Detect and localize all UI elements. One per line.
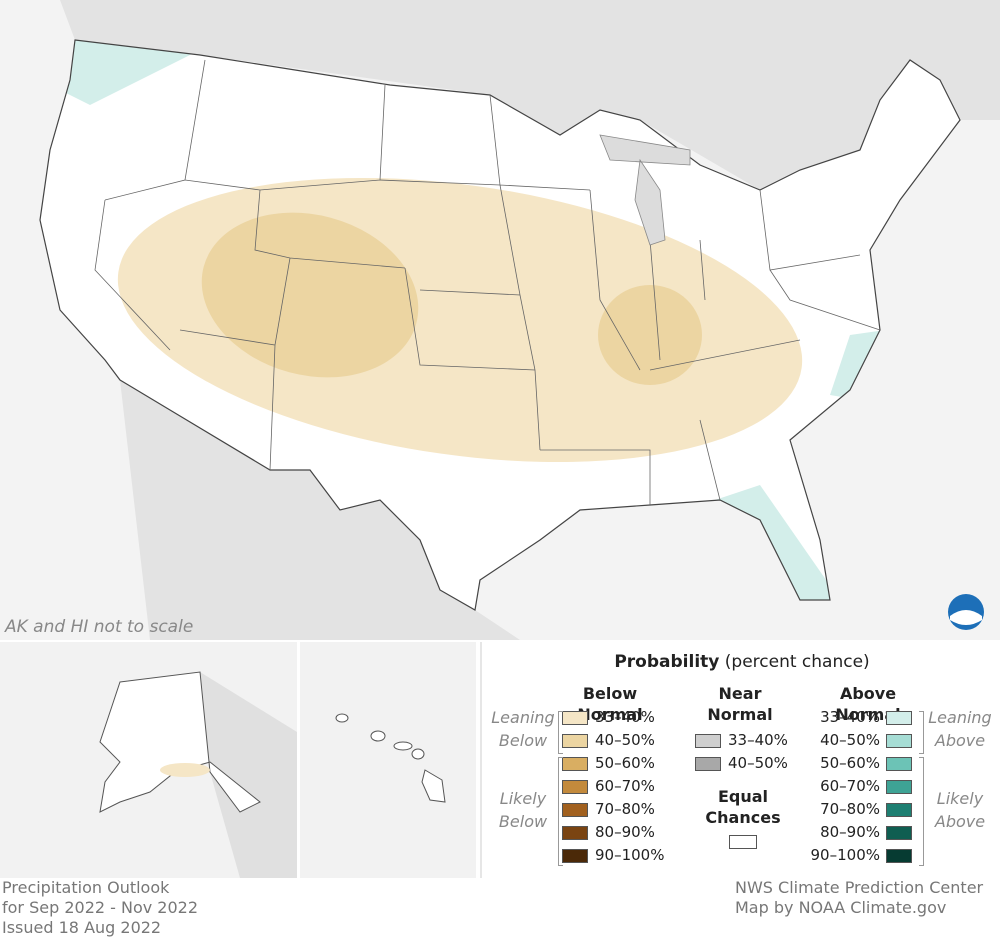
below-heading: Below Normal: [577, 684, 643, 724]
above-swatch: [886, 826, 912, 840]
below-label: 80–90%: [595, 823, 655, 841]
above-label: 70–80%: [820, 800, 880, 818]
above-label: 60–70%: [820, 777, 880, 795]
below-swatch: [562, 826, 588, 840]
hawaii-islands: [335, 713, 446, 803]
great-lakes: [599, 134, 691, 246]
outlook-areas: [60, 40, 885, 610]
likely-above: Likely Above: [934, 789, 986, 831]
above-label: 90–100%: [810, 846, 880, 864]
near-swatch: [695, 757, 721, 771]
hawaii-inset: [300, 642, 476, 878]
near-heading: Near Normal: [707, 684, 773, 724]
footer-right: NWS Climate Prediction Center: [735, 878, 984, 897]
legend-subtitle: (percent chance): [724, 652, 870, 672]
above-swatch: [886, 734, 912, 748]
leaning-below: Leaning Below: [491, 708, 555, 750]
below-swatch: [562, 711, 588, 725]
above-heading: Above Normal: [835, 684, 901, 724]
conus-border: [39, 39, 961, 611]
canada-inset: [200, 672, 297, 878]
alaska: [99, 671, 261, 813]
above-label: 50–60%: [820, 754, 880, 772]
leaning-above: Leaning Above: [928, 708, 992, 750]
above-label: 40–50%: [820, 731, 880, 749]
below-swatch: [562, 803, 588, 817]
legend-title: Probability (percent chance): [482, 652, 1000, 672]
state-lines: [94, 59, 881, 505]
below-label: 33–40%: [595, 708, 655, 726]
legend-title-main: Probability: [614, 652, 720, 672]
equal-label: Equal Chances: [705, 787, 781, 827]
leaning-below-area: [598, 285, 702, 385]
above-swatch: [886, 849, 912, 863]
above-swatch: [886, 711, 912, 725]
near-label: 33–40%: [728, 731, 788, 749]
conus-map: AK and HI not to scale: [0, 0, 1000, 640]
footer-left: Issued 18 Aug 2022: [2, 918, 162, 937]
footer-right: Map by NOAA Climate.gov: [735, 898, 947, 917]
above-swatch: [886, 780, 912, 794]
footer: Precipitation Outlook for Sep 2022 - Nov …: [0, 878, 1000, 938]
hawaii-bg: [300, 642, 476, 878]
below-swatch: [562, 780, 588, 794]
bracket: [919, 711, 924, 754]
noaa-logo-bird: [950, 610, 982, 625]
footer-left: for Sep 2022 - Nov 2022: [2, 898, 199, 917]
mexico: [120, 380, 520, 640]
bracket: [558, 711, 563, 754]
below-swatch: [562, 757, 588, 771]
bracket: [919, 757, 924, 866]
bracket: [558, 757, 563, 866]
canada: [0, 0, 1000, 190]
below-swatch: [562, 734, 588, 748]
below-label: 70–80%: [595, 800, 655, 818]
near-swatch: [695, 734, 721, 748]
below-swatch: [562, 849, 588, 863]
near-label: 40–50%: [728, 754, 788, 772]
likely-below: Likely Below: [498, 789, 548, 831]
leaning-below-area: [201, 212, 419, 378]
below-label: 40–50%: [595, 731, 655, 749]
above-swatch: [886, 757, 912, 771]
equal-swatch: [729, 835, 757, 849]
scale-note: AK and HI not to scale: [4, 617, 193, 637]
above-label: 80–90%: [820, 823, 880, 841]
below-label: 90–100%: [595, 846, 665, 864]
footer-left: Precipitation Outlook: [2, 878, 170, 897]
above-swatch: [886, 803, 912, 817]
leaning-below-area: [160, 763, 210, 777]
alaska-inset: [0, 642, 297, 878]
above-label: 33–40%: [820, 708, 880, 726]
legend: Probability (percent chance) Below Norma…: [480, 642, 1000, 878]
below-label: 50–60%: [595, 754, 655, 772]
below-label: 60–70%: [595, 777, 655, 795]
